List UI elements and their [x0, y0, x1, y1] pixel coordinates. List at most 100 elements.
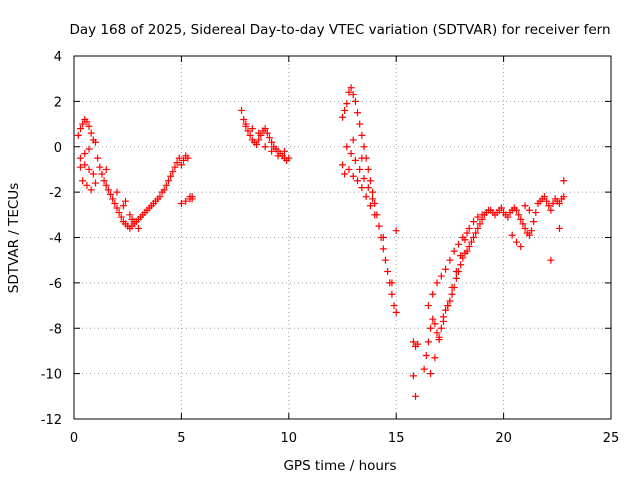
y-tick-label: -2 — [49, 186, 62, 201]
data-point — [94, 154, 102, 162]
data-point — [177, 161, 185, 169]
data-point — [497, 204, 505, 212]
data-point — [246, 131, 254, 139]
data-point — [463, 247, 471, 255]
y-tick-label: -4 — [49, 232, 62, 247]
data-point — [351, 97, 359, 105]
data-point — [414, 340, 422, 348]
data-point — [474, 224, 482, 232]
series-segment-2 — [238, 106, 293, 164]
x-tick-label: 10 — [281, 431, 298, 446]
series-segment-3 — [339, 84, 400, 316]
data-point — [362, 193, 370, 201]
data-point — [162, 181, 170, 189]
plot-frame — [73, 55, 612, 420]
data-point — [117, 213, 125, 221]
data-point — [87, 186, 95, 194]
data-point — [343, 100, 351, 108]
data-point — [177, 199, 185, 207]
data-point — [429, 290, 437, 298]
data-point — [525, 231, 533, 239]
data-point — [508, 231, 516, 239]
data-point — [540, 193, 548, 201]
data-point — [128, 215, 136, 223]
data-point — [345, 88, 353, 96]
data-point — [281, 147, 289, 155]
data-point — [358, 184, 366, 192]
y-tick-label: 4 — [54, 50, 62, 65]
data-point — [184, 154, 192, 162]
data-point — [98, 170, 106, 178]
data-point — [422, 351, 430, 359]
data-point — [354, 109, 362, 117]
data-point — [343, 143, 351, 151]
data-point — [530, 218, 538, 226]
data-markers — [74, 84, 568, 400]
data-point — [467, 238, 475, 246]
data-point — [339, 161, 346, 169]
data-point — [160, 186, 168, 194]
data-point — [253, 140, 261, 148]
data-point — [521, 202, 529, 210]
data-point — [517, 243, 525, 251]
data-point — [347, 150, 355, 158]
data-point — [517, 215, 525, 223]
data-point — [390, 302, 398, 310]
data-point — [188, 193, 196, 201]
data-point — [442, 265, 450, 273]
data-point — [547, 206, 555, 214]
data-point — [379, 245, 387, 253]
data-point — [360, 175, 368, 183]
data-point — [555, 199, 563, 207]
y-tick-label: 0 — [54, 141, 62, 156]
data-point — [409, 338, 417, 346]
data-point — [555, 224, 563, 232]
data-point — [465, 243, 473, 251]
data-point — [431, 354, 439, 362]
data-point — [512, 206, 520, 214]
data-point — [356, 165, 364, 173]
data-point — [528, 227, 536, 235]
data-point — [265, 134, 273, 142]
chart-title: Day 168 of 2025, Sidereal Day-to-day VTE… — [69, 22, 610, 38]
data-point — [437, 272, 445, 280]
data-point — [452, 268, 460, 276]
data-point — [442, 306, 450, 314]
data-point — [339, 113, 346, 121]
data-point — [171, 163, 179, 171]
series-segment-4 — [392, 177, 568, 400]
data-point — [360, 143, 368, 151]
data-point — [433, 279, 441, 287]
data-point — [248, 125, 256, 133]
data-point — [76, 154, 84, 162]
data-point — [366, 177, 374, 185]
data-point — [465, 224, 473, 232]
data-point — [156, 193, 164, 201]
x-tick-label: 25 — [603, 431, 620, 446]
data-point — [435, 333, 443, 341]
data-point — [349, 172, 357, 180]
data-point — [255, 136, 263, 144]
x-tick-label: 0 — [70, 431, 78, 446]
data-point — [452, 274, 460, 282]
data-point — [431, 320, 439, 328]
data-point — [255, 129, 263, 137]
data-point — [560, 177, 568, 185]
data-point — [457, 261, 465, 269]
data-point — [545, 202, 553, 210]
data-point — [175, 154, 183, 162]
grid — [74, 56, 611, 419]
data-point — [476, 220, 484, 228]
data-point — [356, 120, 364, 128]
data-point — [371, 211, 379, 219]
data-point — [76, 125, 84, 133]
data-point — [83, 118, 91, 126]
data-point — [268, 138, 276, 146]
tick-labels: 0 5 10 15 20 25 -12 -10 -8 -6 -4 -2 0 2 4 — [41, 50, 620, 446]
data-point — [424, 302, 432, 310]
data-point — [341, 106, 349, 114]
data-point — [358, 154, 366, 162]
data-point — [180, 156, 188, 164]
y-axis-title: SDTVAR / TECUs — [6, 183, 22, 293]
